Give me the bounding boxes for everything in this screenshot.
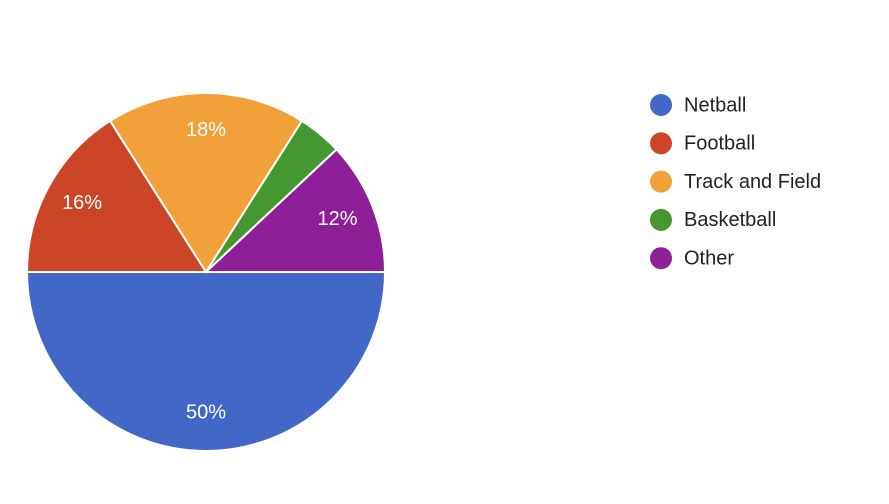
slice-label: 12% bbox=[317, 208, 357, 230]
legend-label: Track and Field bbox=[684, 171, 821, 193]
pie-slice bbox=[25, 119, 208, 273]
legend-marker bbox=[650, 132, 672, 155]
legend-label: Other bbox=[684, 247, 734, 269]
legend-marker bbox=[650, 208, 672, 231]
slice-label: 16% bbox=[62, 192, 102, 214]
legend-marker bbox=[650, 94, 672, 116]
legend-label: Netball bbox=[684, 94, 746, 116]
legend-marker bbox=[650, 170, 672, 193]
legend-marker bbox=[650, 247, 672, 270]
legend-label: Basketball bbox=[684, 209, 776, 231]
slice-label: 50% bbox=[186, 402, 226, 424]
pie-slice bbox=[108, 92, 304, 274]
legend-label: Football bbox=[684, 133, 755, 155]
pie-slice bbox=[203, 148, 387, 273]
slice-label: 18% bbox=[186, 119, 226, 141]
pie-slice bbox=[25, 271, 387, 452]
